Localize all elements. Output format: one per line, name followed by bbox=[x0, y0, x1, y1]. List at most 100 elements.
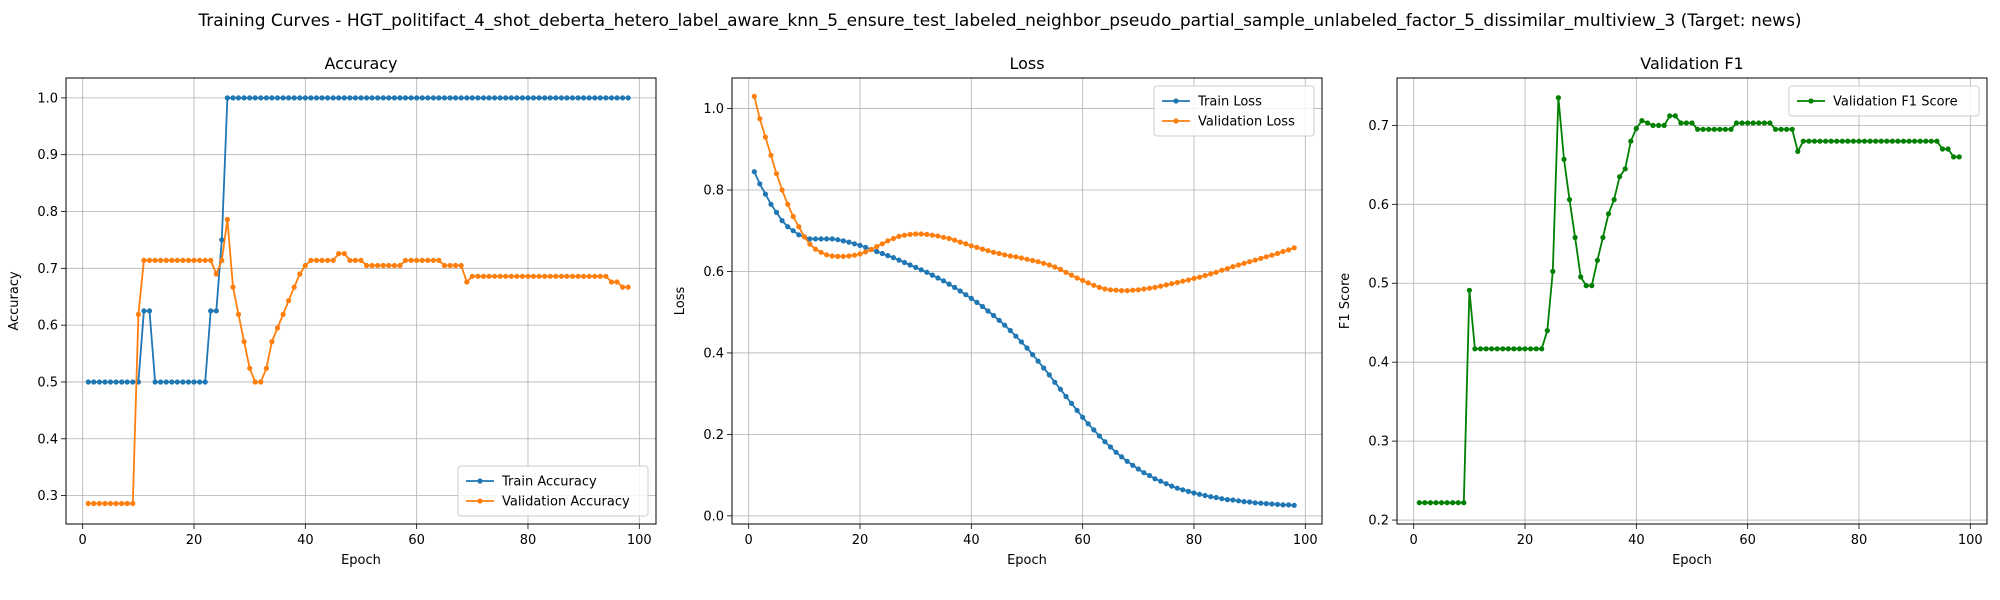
validation-f1-score-point bbox=[1427, 500, 1433, 506]
validation-accuracy-point bbox=[586, 273, 592, 279]
train-accuracy-point bbox=[397, 95, 403, 101]
validation-f1-score-point bbox=[1572, 234, 1578, 241]
validation-accuracy-point bbox=[96, 500, 102, 507]
validation-accuracy-point bbox=[503, 273, 509, 279]
train-accuracy-point bbox=[302, 95, 308, 101]
train-loss-legend-marker bbox=[1173, 98, 1179, 104]
validation-loss-point bbox=[1247, 259, 1253, 265]
validation-accuracy-point bbox=[174, 257, 180, 263]
validation-accuracy-point bbox=[386, 262, 392, 269]
validation-f1-axes-frame bbox=[1396, 77, 1988, 525]
validation-accuracy-point bbox=[330, 257, 336, 263]
train-loss-point bbox=[1074, 407, 1080, 413]
validation-f1-score-point bbox=[1416, 500, 1422, 506]
train-accuracy-point bbox=[124, 379, 130, 385]
validation-loss-point bbox=[868, 246, 874, 253]
train-loss-point bbox=[1291, 502, 1297, 508]
train-loss-point bbox=[1030, 352, 1036, 358]
validation-accuracy-point bbox=[152, 257, 158, 263]
validation-accuracy-point bbox=[397, 262, 403, 269]
train-accuracy-point bbox=[592, 95, 598, 101]
validation-loss-point bbox=[924, 231, 930, 237]
train-loss-point bbox=[857, 242, 863, 248]
train-accuracy-point bbox=[597, 95, 603, 101]
validation-accuracy-point bbox=[514, 273, 520, 279]
validation-loss-point bbox=[1174, 279, 1180, 286]
train-accuracy-point bbox=[625, 95, 631, 101]
validation-f1-score-legend-label: Validation F1 Score bbox=[1833, 95, 1958, 110]
validation-accuracy-point bbox=[402, 257, 409, 263]
validation-loss-point bbox=[812, 246, 819, 252]
train-accuracy-point bbox=[503, 95, 509, 101]
validation-f1-score-line bbox=[1419, 96, 1960, 504]
validation-f1-score-point bbox=[1689, 120, 1695, 126]
train-loss-point bbox=[1085, 421, 1091, 427]
validation-accuracy-point bbox=[575, 273, 581, 279]
validation-loss-point bbox=[1107, 287, 1114, 293]
validation-accuracy-point bbox=[508, 273, 514, 279]
validation-accuracy-point bbox=[313, 257, 320, 263]
train-loss-point bbox=[762, 191, 769, 197]
validation-f1-score-point bbox=[1784, 126, 1790, 132]
validation-accuracy-point bbox=[185, 257, 192, 263]
validation-f1-score-point bbox=[1661, 122, 1667, 128]
train-accuracy-point bbox=[369, 95, 375, 101]
train-accuracy-point bbox=[358, 95, 364, 101]
validation-f1-y-tick-label: 0.5 bbox=[1368, 277, 1389, 292]
validation-f1-score-point bbox=[1522, 346, 1528, 352]
train-loss-point bbox=[1107, 444, 1114, 450]
validation-f1-score-point bbox=[1878, 138, 1884, 144]
validation-f1-score-point bbox=[1466, 287, 1472, 293]
train-accuracy-point bbox=[219, 237, 225, 243]
validation-f1-score-point bbox=[1656, 122, 1662, 128]
validation-accuracy-point bbox=[492, 273, 498, 279]
validation-accuracy-point bbox=[536, 273, 542, 279]
validation-accuracy-point bbox=[553, 273, 559, 279]
train-accuracy-point bbox=[441, 95, 448, 101]
validation-f1-score-point bbox=[1628, 138, 1634, 144]
validation-f1-score-point bbox=[1472, 346, 1478, 352]
train-accuracy-point bbox=[263, 95, 269, 101]
validation-loss-point bbox=[829, 253, 835, 259]
train-accuracy-point bbox=[453, 95, 459, 101]
validation-loss-legend-label: Validation Loss bbox=[1198, 115, 1295, 130]
validation-f1-score-legend-marker bbox=[1808, 98, 1814, 104]
train-accuracy-point bbox=[620, 95, 626, 101]
validation-loss-point bbox=[1269, 252, 1275, 258]
train-loss-point bbox=[1286, 502, 1292, 508]
validation-f1-score-point bbox=[1761, 120, 1767, 126]
validation-accuracy-point bbox=[447, 262, 453, 269]
validation-accuracy-point bbox=[191, 257, 197, 263]
validation-f1-title: Validation F1 bbox=[1640, 54, 1743, 73]
train-loss-point bbox=[846, 239, 852, 245]
validation-loss-point bbox=[1191, 275, 1197, 281]
validation-loss-point bbox=[890, 235, 897, 242]
validation-loss-point bbox=[935, 233, 941, 239]
validation-loss-point bbox=[1113, 287, 1119, 293]
train-loss-point bbox=[1174, 485, 1180, 491]
train-accuracy-point bbox=[224, 95, 230, 101]
accuracy-legend: Train Accuracy Validation Accuracy bbox=[457, 465, 649, 517]
validation-accuracy-point bbox=[224, 216, 230, 223]
train-loss-point bbox=[1096, 433, 1102, 439]
train-accuracy-point bbox=[163, 379, 169, 385]
validation-loss-point bbox=[963, 241, 969, 247]
validation-f1-score-point bbox=[1867, 138, 1873, 144]
validation-f1-score-point bbox=[1578, 274, 1584, 280]
validation-loss-point bbox=[1102, 286, 1108, 292]
train-loss-point bbox=[885, 253, 891, 259]
validation-accuracy-point bbox=[569, 273, 576, 279]
validation-loss-point bbox=[985, 248, 991, 254]
train-loss-point bbox=[790, 228, 796, 234]
validation-f1-score-point bbox=[1895, 138, 1901, 144]
accuracy-y-tick-label: 1.0 bbox=[37, 91, 58, 106]
train-accuracy-point bbox=[464, 95, 470, 101]
validation-f1-x-axis-label: Epoch bbox=[1672, 553, 1712, 568]
validation-f1-score-point bbox=[1856, 138, 1862, 144]
validation-loss-point bbox=[1274, 250, 1281, 257]
loss-y-tick-label: 0.6 bbox=[703, 265, 724, 280]
validation-loss-point bbox=[1035, 259, 1041, 265]
validation-loss-point bbox=[1007, 253, 1013, 259]
validation-accuracy-point bbox=[620, 284, 626, 290]
validation-f1-score-point bbox=[1912, 138, 1918, 144]
